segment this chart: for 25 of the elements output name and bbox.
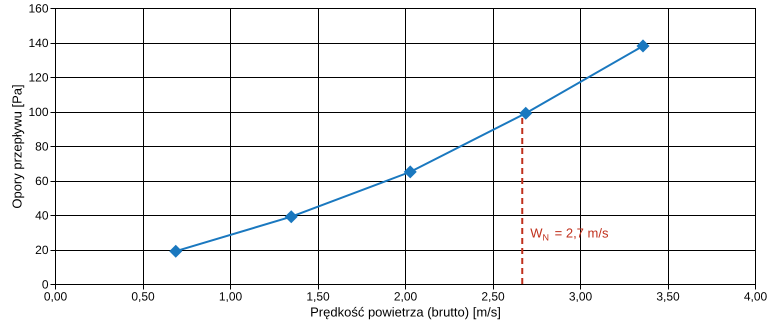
y-tick-label: 0 — [42, 278, 49, 292]
y-tick-label: 120 — [28, 70, 49, 84]
x-tick-label: 1,50 — [306, 290, 330, 304]
x-tick-label: 2,00 — [394, 290, 418, 304]
x-axis-title: Prędkość powietrza (brutto) [m/s] — [310, 304, 501, 320]
x-tick-label: 0,00 — [44, 290, 68, 304]
x-tick-label: 2,50 — [481, 290, 505, 304]
y-tick-label: 100 — [28, 105, 49, 119]
point — [169, 244, 182, 258]
x-tick-label: 3,50 — [656, 290, 680, 304]
x-tick-label: 1,00 — [218, 290, 242, 304]
point — [284, 210, 298, 224]
point — [636, 39, 650, 52]
y-tick-label: 80 — [35, 140, 49, 154]
y-axis-title: Opory przepływu [Pa] — [9, 84, 24, 209]
point — [519, 106, 532, 120]
y-tick-label: 60 — [35, 174, 49, 188]
x-tick-label: 3,00 — [568, 290, 592, 304]
point — [404, 165, 417, 178]
y-tick-label: 160 — [28, 2, 49, 16]
y-tick-label: 40 — [35, 208, 49, 222]
y-tick-label: 20 — [35, 243, 49, 257]
y-tick-label: 140 — [28, 36, 49, 50]
x-tick-label: 0,50 — [131, 290, 155, 304]
x-tick-label: 4,00 — [744, 290, 768, 304]
